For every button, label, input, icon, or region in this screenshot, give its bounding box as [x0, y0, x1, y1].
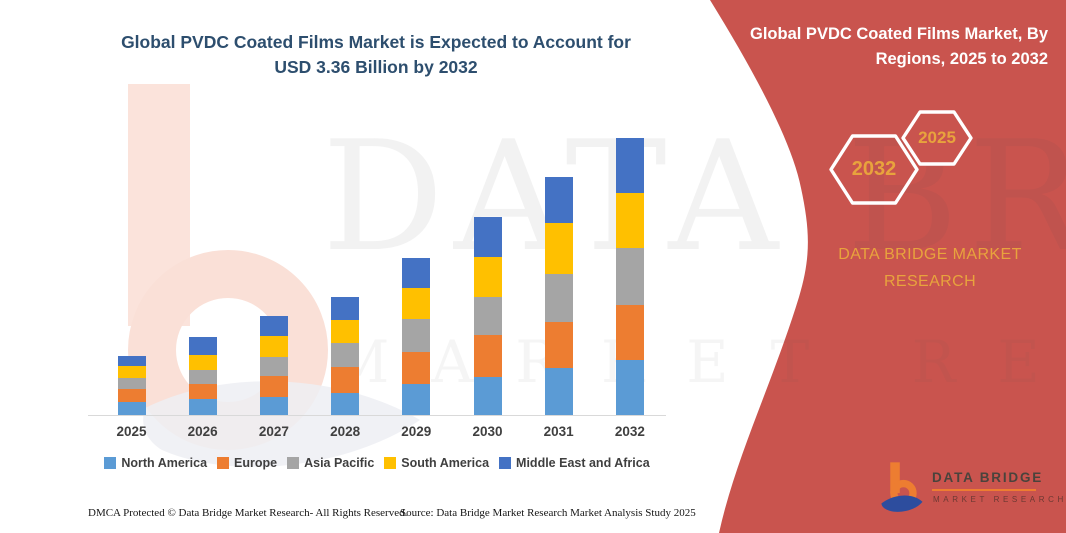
x-axis-label-2031: 2031: [543, 424, 574, 439]
legend-swatch: [287, 457, 300, 469]
bar-segment-europe: [331, 367, 360, 393]
bar-segment-asia-pacific: [117, 377, 146, 390]
bar-segment-south-america: [259, 335, 288, 357]
logo-name: DATA BRIDGE: [932, 470, 1044, 485]
hexagon-2025-label: 2025: [918, 128, 956, 147]
bar-segment-europe: [117, 389, 146, 402]
legend-item-asia-pacific: Asia Pacific: [287, 456, 374, 470]
stacked-bar-2028: [331, 297, 360, 415]
bar-segment-middle-east-and-africa: [402, 258, 431, 289]
bar-segment-south-america: [331, 319, 360, 344]
chart-title: Global PVDC Coated Films Market is Expec…: [70, 30, 682, 80]
bar-segment-asia-pacific: [473, 297, 502, 336]
x-axis-labels: 2025 2026 2027 2028 2029 2030 2031 2032: [88, 424, 666, 442]
legend-label: North America: [121, 456, 208, 470]
logo-tagline: MARKET RESEARCH: [933, 495, 1066, 504]
banner-brand-text: DATA BRIDGE MARKET RESEARCH: [810, 241, 1050, 295]
bar-segment-south-america: [615, 192, 644, 248]
stacked-bar-2026: [188, 336, 217, 415]
banner-brand-line2: RESEARCH: [883, 273, 977, 290]
bar-segment-north-america: [117, 401, 146, 415]
footer-source: Source: Data Bridge Market Research Mark…: [400, 507, 696, 519]
x-axis-label-2032: 2032: [614, 424, 645, 439]
legend-item-europe: Europe: [217, 456, 277, 470]
banner-shape-path: [710, 0, 1066, 533]
bar-segment-asia-pacific: [615, 247, 644, 305]
bar-segment-south-america: [473, 256, 502, 298]
legend-label: Middle East and Africa: [516, 456, 650, 470]
bar-segment-middle-east-and-africa: [615, 138, 644, 193]
bar-segment-south-america: [117, 366, 146, 378]
bar-segment-middle-east-and-africa: [544, 176, 573, 224]
legend-item-south-america: South America: [384, 456, 489, 470]
bar-segment-north-america: [615, 359, 644, 415]
bar-segment-middle-east-and-africa: [331, 297, 360, 320]
banner-heading-line1: Global PVDC Coated Films Market, By: [750, 25, 1048, 43]
chart-plot: [88, 118, 666, 416]
stacked-bar-2025: [117, 355, 146, 415]
bar-segment-middle-east-and-africa: [259, 316, 288, 336]
bar-segment-middle-east-and-africa: [473, 217, 502, 257]
stacked-bar-2030: [473, 217, 502, 415]
chart-legend: North America Europe Asia Pacific South Ame…: [80, 456, 674, 470]
hexagon-2032: 2032: [829, 134, 919, 205]
x-axis-label-2025: 2025: [116, 424, 147, 439]
bar-segment-asia-pacific: [259, 356, 288, 377]
legend-swatch: [217, 457, 230, 469]
bar-segment-north-america: [331, 392, 360, 415]
bar-segment-north-america: [473, 377, 502, 415]
x-axis-label-2026: 2026: [187, 424, 218, 439]
bar-segment-middle-east-and-africa: [117, 355, 146, 367]
legend-label: South America: [401, 456, 490, 470]
bar-segment-north-america: [402, 383, 431, 415]
bar-segment-north-america: [259, 396, 288, 415]
bar-segment-europe: [473, 335, 502, 378]
hexagon-2032-label: 2032: [851, 158, 897, 180]
x-axis-label-2027: 2027: [258, 424, 289, 439]
x-axis-label-2029: 2029: [401, 424, 432, 439]
footer-dmca: DMCA Protected © Data Bridge Market Rese…: [88, 507, 408, 519]
bar-segment-north-america: [544, 368, 573, 415]
bar-segment-europe: [544, 321, 573, 368]
legend-swatch: [384, 457, 397, 469]
bar-segment-europe: [188, 383, 217, 399]
banner-heading-line2: Regions, 2025 to 2032: [875, 50, 1048, 68]
chart-title-line1: Global PVDC Coated Films Market is Expec…: [121, 32, 631, 52]
bar-segment-europe: [259, 376, 288, 397]
legend-swatch: [104, 457, 117, 469]
stacked-bar-2027: [259, 316, 288, 415]
bar-segment-south-america: [402, 288, 431, 320]
bar-segment-middle-east-and-africa: [188, 336, 217, 355]
bar-segment-asia-pacific: [188, 369, 217, 384]
legend-swatch: [499, 457, 512, 469]
stacked-bar-2032: [615, 138, 644, 415]
x-axis-label-2030: 2030: [472, 424, 503, 439]
bar-segment-south-america: [188, 354, 217, 370]
chart-title-line2: USD 3.36 Billion by 2032: [274, 57, 478, 77]
bar-segment-north-america: [188, 398, 217, 415]
legend-item-north-america: North America: [104, 456, 207, 470]
hexagon-2025: 2025: [901, 110, 973, 166]
legend-label: Asia Pacific: [304, 456, 375, 470]
bar-segment-europe: [402, 352, 431, 384]
bar-segment-south-america: [544, 223, 573, 275]
stacked-bar-2029: [402, 258, 431, 415]
bar-segment-asia-pacific: [402, 319, 431, 353]
bar-segment-asia-pacific: [544, 274, 573, 322]
data-bridge-b-icon: [881, 462, 923, 512]
stacked-bar-2031: [544, 176, 573, 415]
banner-heading: Global PVDC Coated Films Market, By Regi…: [750, 22, 1048, 72]
x-axis-label-2028: 2028: [330, 424, 361, 439]
legend-label: Europe: [234, 456, 278, 470]
logo-underline: [932, 489, 1036, 491]
legend-item-middle-east-and-africa: Middle East and Africa: [499, 456, 650, 470]
bar-segment-asia-pacific: [331, 343, 360, 368]
company-logo: DATA BRIDGE MARKET RESEARCH: [878, 458, 1063, 520]
banner-brand-line1: DATA BRIDGE MARKET: [838, 246, 1022, 263]
bar-segment-europe: [615, 304, 644, 360]
